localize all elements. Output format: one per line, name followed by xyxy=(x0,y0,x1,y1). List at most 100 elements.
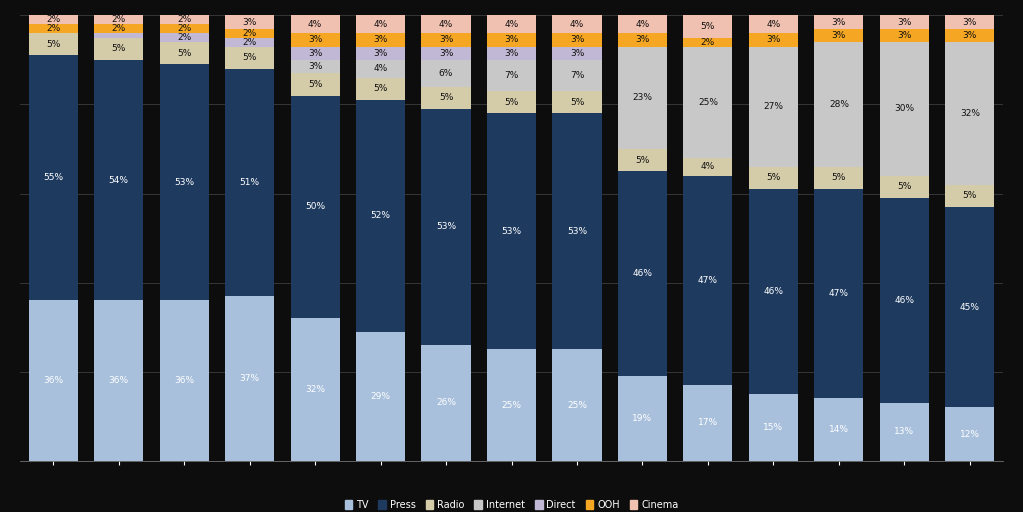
Bar xyxy=(880,198,929,403)
Text: 3%: 3% xyxy=(308,49,322,58)
Text: 26%: 26% xyxy=(436,398,456,408)
Bar xyxy=(421,15,471,33)
Bar xyxy=(814,42,863,167)
Text: 2%: 2% xyxy=(177,33,191,42)
Text: 53%: 53% xyxy=(567,227,587,236)
Bar xyxy=(749,189,798,394)
Bar xyxy=(683,47,732,158)
Text: 2%: 2% xyxy=(242,37,257,47)
Text: 2%: 2% xyxy=(701,37,715,47)
Bar xyxy=(356,332,405,461)
Text: 54%: 54% xyxy=(108,176,129,185)
Text: 37%: 37% xyxy=(239,374,260,383)
Bar xyxy=(225,296,274,461)
Bar xyxy=(880,15,929,29)
Text: 14%: 14% xyxy=(829,425,849,434)
Bar xyxy=(945,15,994,29)
Bar xyxy=(356,15,405,33)
Text: 27%: 27% xyxy=(763,102,784,111)
Text: 12%: 12% xyxy=(960,430,980,439)
Bar xyxy=(749,167,798,189)
Bar xyxy=(29,33,78,55)
Bar xyxy=(945,185,994,207)
Bar xyxy=(552,47,602,60)
Text: 3%: 3% xyxy=(308,35,322,45)
Text: 30%: 30% xyxy=(894,104,915,113)
Bar xyxy=(421,109,471,345)
Bar xyxy=(356,33,405,47)
Text: 2%: 2% xyxy=(177,15,191,24)
Bar xyxy=(356,100,405,332)
Bar xyxy=(421,60,471,87)
Text: 3%: 3% xyxy=(439,35,453,45)
Text: 3%: 3% xyxy=(635,35,650,45)
Text: 3%: 3% xyxy=(242,17,257,27)
Text: 2%: 2% xyxy=(112,24,126,33)
Text: 5%: 5% xyxy=(439,93,453,102)
Bar xyxy=(749,15,798,33)
Bar xyxy=(29,15,78,24)
Bar xyxy=(618,171,667,376)
Text: 5%: 5% xyxy=(570,98,584,106)
Bar xyxy=(421,47,471,60)
Bar xyxy=(94,301,143,461)
Text: 3%: 3% xyxy=(897,31,911,40)
Bar xyxy=(618,33,667,47)
Text: 32%: 32% xyxy=(960,109,980,118)
Bar xyxy=(814,167,863,189)
Bar xyxy=(945,207,994,408)
Bar xyxy=(487,15,536,33)
Text: 3%: 3% xyxy=(504,35,519,45)
Text: 7%: 7% xyxy=(570,71,584,80)
Text: 4%: 4% xyxy=(373,20,388,29)
Bar xyxy=(160,301,209,461)
Bar xyxy=(880,176,929,198)
Bar xyxy=(291,318,340,461)
Text: 3%: 3% xyxy=(897,17,911,27)
Bar xyxy=(29,301,78,461)
Text: 5%: 5% xyxy=(701,22,715,31)
Text: 46%: 46% xyxy=(763,287,784,296)
Text: 3%: 3% xyxy=(373,35,388,45)
Text: 5%: 5% xyxy=(373,84,388,93)
Bar xyxy=(160,65,209,301)
Text: 3%: 3% xyxy=(504,49,519,58)
Bar xyxy=(552,113,602,350)
Text: 5%: 5% xyxy=(46,40,60,49)
Text: 3%: 3% xyxy=(308,62,322,71)
Text: 13%: 13% xyxy=(894,428,915,436)
Bar xyxy=(291,60,340,73)
Bar xyxy=(814,189,863,398)
Bar xyxy=(225,69,274,296)
Text: 5%: 5% xyxy=(897,182,911,191)
Text: 7%: 7% xyxy=(504,71,519,80)
Bar xyxy=(487,350,536,461)
Text: 46%: 46% xyxy=(894,296,915,305)
Text: 28%: 28% xyxy=(829,100,849,109)
Bar xyxy=(291,47,340,60)
Bar xyxy=(683,38,732,47)
Bar xyxy=(487,33,536,47)
Text: 3%: 3% xyxy=(439,49,453,58)
Bar xyxy=(160,24,209,33)
Text: 2%: 2% xyxy=(46,15,60,24)
Bar xyxy=(749,47,798,167)
Text: 4%: 4% xyxy=(701,162,715,172)
Text: 3%: 3% xyxy=(963,31,977,40)
Bar xyxy=(94,15,143,24)
Bar xyxy=(552,15,602,33)
Bar xyxy=(29,55,78,301)
Text: 25%: 25% xyxy=(698,98,718,106)
Text: 3%: 3% xyxy=(570,35,584,45)
Text: 5%: 5% xyxy=(112,44,126,53)
Bar xyxy=(552,60,602,91)
Text: 52%: 52% xyxy=(370,211,391,220)
Text: 46%: 46% xyxy=(632,269,653,278)
Bar xyxy=(618,15,667,33)
Bar xyxy=(29,24,78,33)
Text: 45%: 45% xyxy=(960,303,980,312)
Bar xyxy=(225,38,274,47)
Bar xyxy=(749,394,798,461)
Bar xyxy=(814,398,863,461)
Text: 25%: 25% xyxy=(501,400,522,410)
